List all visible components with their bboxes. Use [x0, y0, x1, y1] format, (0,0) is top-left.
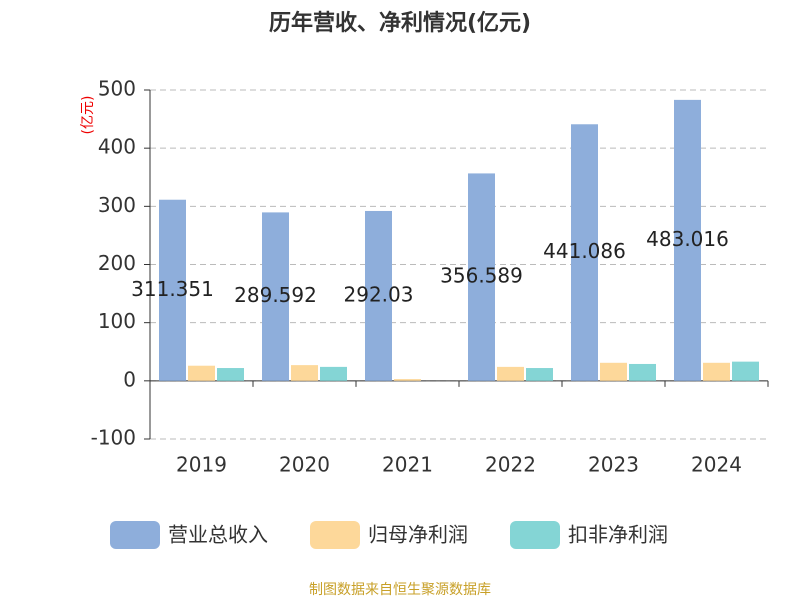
data-label: 311.351 [131, 277, 214, 301]
bar [674, 99, 701, 381]
bar [320, 366, 347, 381]
data-label: 289.592 [234, 283, 317, 307]
bar [365, 210, 392, 381]
bar [217, 368, 244, 381]
legend-swatch [110, 521, 160, 549]
legend-label: 营业总收入 [168, 523, 268, 547]
y-tick-label: 200 [98, 251, 136, 275]
bar [732, 361, 759, 381]
y-tick-label: 300 [98, 193, 136, 217]
bar [703, 362, 730, 381]
bar [571, 124, 598, 381]
y-tick-label: 500 [98, 77, 136, 101]
bar [262, 212, 289, 381]
y-tick-label: 400 [98, 135, 136, 159]
y-tick-label: -100 [91, 426, 136, 450]
legend-swatch [310, 521, 360, 549]
x-tick-label: 2022 [485, 453, 536, 477]
data-label: 292.03 [344, 282, 414, 306]
y-tick-label: 100 [98, 309, 136, 333]
bar [291, 365, 318, 381]
bar [188, 365, 215, 381]
data-label: 441.086 [543, 239, 626, 263]
bar [468, 173, 495, 381]
legend-label: 扣非净利润 [568, 523, 668, 547]
legend-label: 归母净利润 [368, 523, 468, 547]
bar [394, 379, 421, 381]
x-tick-label: 2024 [691, 453, 742, 477]
bar [629, 363, 656, 381]
bar [600, 362, 627, 381]
legend-swatch [510, 521, 560, 549]
x-tick-label: 2021 [382, 453, 433, 477]
bar [159, 199, 186, 381]
y-axis-label: (亿元) [80, 96, 96, 135]
bar [497, 366, 524, 381]
source-note: 制图数据来自恒生聚源数据库 [309, 582, 491, 598]
x-tick-label: 2019 [176, 453, 227, 477]
bar [526, 368, 553, 381]
x-tick-label: 2020 [279, 453, 330, 477]
y-tick-label: 0 [123, 367, 136, 391]
x-tick-label: 2023 [588, 453, 639, 477]
data-label: 356.589 [440, 264, 523, 288]
chart-title: 历年营收、净利情况(亿元) [269, 10, 531, 36]
data-label: 483.016 [646, 227, 729, 251]
